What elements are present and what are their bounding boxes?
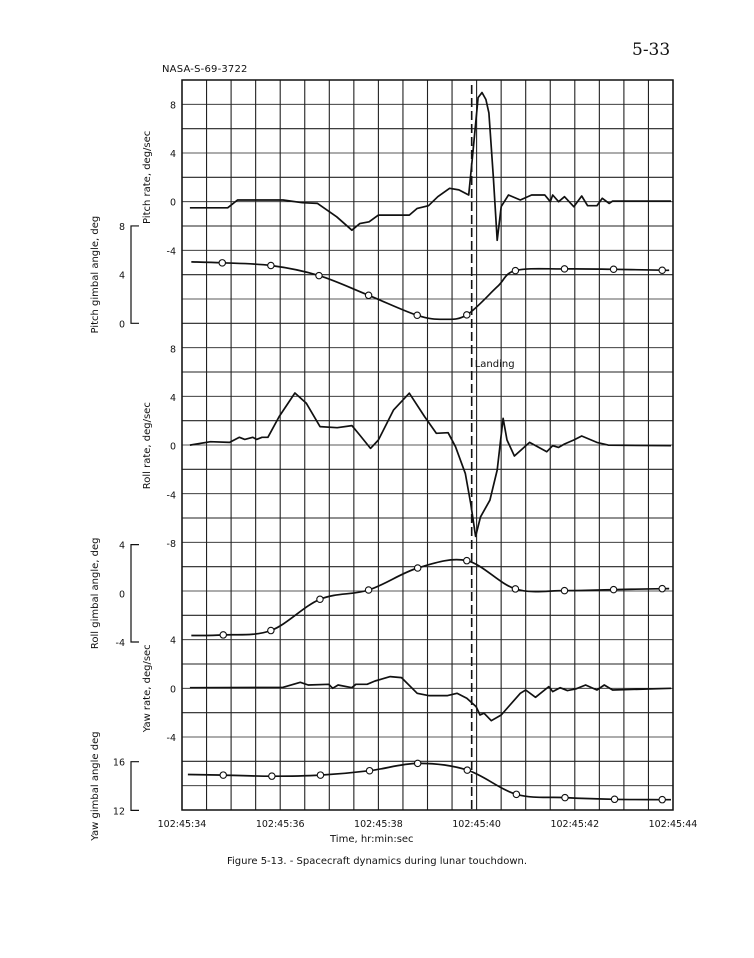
y-tick-label: 0 [170,684,176,695]
y-axis-bracket [130,761,139,811]
y-axis-label: Roll gimbal angle, deg [90,537,101,649]
y-tick-label: -8 [167,539,176,550]
grid [181,79,674,811]
series-line [189,91,671,242]
data-point-marker [267,261,275,270]
data-point-marker [365,766,374,775]
x-tick-label: 102:45:36 [256,819,305,830]
y-axis-label: Yaw gimbal angle deg [90,731,101,841]
y-axis-label: Pitch rate, deg/sec [142,131,153,224]
panel-1: 8 4 0 -4 Pitch rate, deg/sec [142,91,671,257]
data-point-marker [315,271,323,280]
panel-2: 8 4 0 Pitch gimbal angle, deg [90,216,670,334]
series-line [187,762,671,801]
y-tick-label: 0 [170,442,176,453]
panel-3: 8 4 0 -4 -8 Roll rate, deg/sec [142,344,672,550]
panel-6: 16 12 Yaw gimbal angle deg [90,731,671,842]
y-axis-label: Roll rate, deg/sec [142,402,153,489]
data-point-marker [413,564,422,572]
y-tick-label: 12 [113,806,125,817]
y-tick-label: -4 [116,638,125,649]
data-point-marker [219,771,227,779]
data-point-marker [463,311,471,319]
y-tick-label: 4 [119,541,125,552]
data-point-marker [658,795,666,804]
x-tick-label: 102:45:40 [452,819,501,830]
y-tick-label: -4 [167,733,176,744]
data-point-marker [219,631,227,639]
data-point-marker [316,595,324,604]
panel-5: 4 0 -4 Yaw rate, deg/sec [142,636,672,744]
data-point-marker [560,265,569,273]
y-tick-label: 8 [119,222,125,233]
data-point-marker [609,265,618,274]
series-line [189,675,672,722]
x-tick-label: 102:45:44 [649,819,698,830]
figure-caption: Figure 5-13. - Spacecraft dynamics durin… [226,856,528,867]
series-line [191,558,670,637]
y-tick-label: 4 [170,393,176,404]
x-tick-label: 102:45:42 [550,819,599,830]
data-point-marker [316,771,325,779]
y-tick-label: -4 [167,490,176,501]
data-point-marker [463,766,472,774]
series-line [191,260,670,321]
data-point-marker [413,759,422,768]
y-tick-label: 4 [170,149,176,160]
data-point-marker [413,311,421,320]
data-point-marker [364,291,373,300]
y-tick-label: 0 [119,319,125,330]
y-tick-label: 4 [119,271,125,282]
series-line [189,392,672,538]
data-point-marker [610,795,619,804]
y-tick-label: -4 [167,246,176,257]
data-point-marker [658,584,666,593]
data-point-marker [609,585,618,594]
data-point-marker [561,793,569,802]
data-point-marker [364,586,373,594]
y-axis-bracket [130,225,139,324]
data-point-marker [267,626,275,635]
y-tick-label: 0 [170,198,176,209]
landing-label: Landing [475,359,515,370]
data-point-marker [512,790,521,799]
y-axis-label: Pitch gimbal angle, deg [90,216,101,334]
y-axis-label: Yaw rate, deg/sec [142,644,153,733]
data-point-marker [463,556,471,565]
y-tick-label: 0 [119,589,125,600]
x-axis-label: Time, hr:min:sec [330,834,414,845]
y-tick-label: 16 [113,758,125,769]
y-tick-label: 4 [170,636,176,647]
data-point-marker [268,772,276,780]
y-axis-bracket [130,544,139,643]
page-number: 5-33 [632,40,671,60]
figure-id: NASA-S-69-3722 [162,64,248,75]
y-tick-label: 8 [170,100,176,111]
x-tick-label: 102:45:34 [158,819,207,830]
data-point-marker [560,586,569,595]
y-tick-label: 8 [170,344,176,355]
panel-4: 4 0 -4 Roll gimbal angle, deg [90,537,670,649]
data-point-marker [218,259,227,267]
plot-frame [181,79,674,811]
data-point-marker [511,266,520,275]
data-point-marker [511,585,520,593]
data-point-marker [658,266,666,274]
x-tick-label: 102:45:38 [354,819,403,830]
